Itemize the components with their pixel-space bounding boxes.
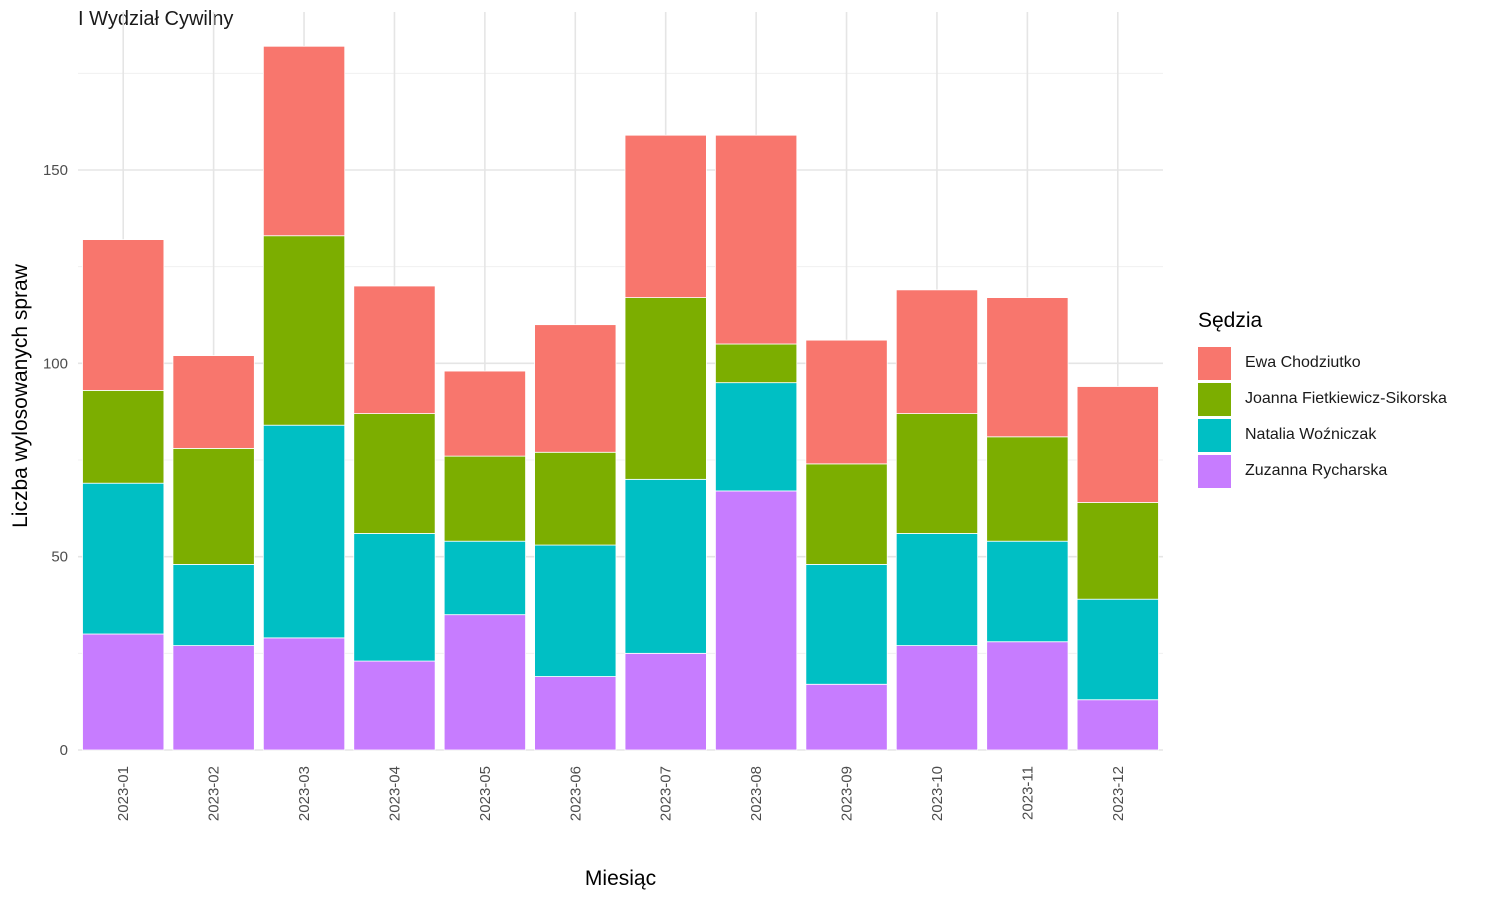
x-axis-ticks: 2023-01 2023-02 2023-03 2023-04 2023-05 2023-…	[115, 766, 1127, 821]
bar-segment	[443, 614, 526, 751]
bar-segment	[82, 389, 165, 484]
bar-segment	[262, 424, 346, 639]
chart-subtitle: I Wydział Cywilny	[78, 8, 234, 30]
bar-segment	[1076, 598, 1159, 701]
legend-item: Joanna Fietkiewicz-Sikorska	[1198, 381, 1447, 417]
x-tick-label: 2023-01	[115, 766, 132, 821]
bar-segment	[624, 134, 707, 298]
x-tick-label: 2023-05	[477, 766, 494, 821]
legend-label: Zuzanna Rycharska	[1245, 462, 1388, 479]
bar-segment	[986, 297, 1069, 438]
bar-segment	[353, 413, 436, 534]
x-tick-label: 2023-04	[386, 766, 403, 821]
bar-segment	[895, 645, 979, 751]
y-tick-label: 100	[43, 355, 68, 372]
x-tick-label: 2023-02	[206, 766, 223, 821]
legend-title: Sędzia	[1198, 309, 1263, 332]
bar-segment	[82, 633, 165, 751]
bar-segment	[534, 451, 617, 546]
legend-item: Ewa Chodziutko	[1198, 345, 1447, 381]
bar-segment	[715, 134, 798, 345]
bar-segment	[624, 478, 707, 654]
bar-segment	[534, 676, 617, 751]
bar-segment	[353, 533, 436, 662]
bar-segment	[534, 324, 617, 453]
legend-key	[1198, 346, 1231, 380]
bar-segment	[805, 564, 888, 685]
bar-segment	[986, 540, 1069, 643]
y-axis-ticks: 0 50 100 150	[43, 162, 68, 759]
x-axis-title: Miesiąc	[585, 867, 656, 890]
bar-segment	[1076, 699, 1159, 751]
legend-item: Zuzanna Rycharska	[1198, 453, 1447, 489]
bar-segment	[172, 564, 255, 647]
bar-segment	[443, 370, 526, 457]
x-tick-label: 2023-09	[839, 766, 856, 821]
bar-segment	[82, 482, 165, 635]
bar-segment	[986, 641, 1069, 751]
bar-segment	[715, 382, 798, 492]
y-tick-label: 50	[51, 549, 68, 566]
bar-segment	[353, 660, 436, 751]
bar-segment	[172, 355, 255, 449]
bar-segment	[1076, 386, 1159, 503]
legend-label: Ewa Chodziutko	[1245, 354, 1361, 371]
y-axis-title: Liczba wylosowanych spraw	[9, 263, 32, 528]
bar-segment	[805, 339, 888, 465]
bar-segment	[715, 343, 798, 384]
bar-segment	[805, 683, 888, 751]
y-tick-label: 0	[60, 742, 68, 759]
x-tick-label: 2023-10	[929, 766, 946, 821]
bar-segment	[262, 45, 346, 237]
legend-label: Joanna Fietkiewicz-Sikorska	[1245, 390, 1447, 407]
bar-segment	[262, 637, 346, 751]
bar-segment	[624, 297, 707, 480]
x-tick-label: 2023-08	[748, 766, 765, 821]
bar-segment	[262, 235, 346, 426]
bar-segment	[895, 413, 979, 534]
legend-label: Natalia Woźniczak	[1245, 426, 1377, 443]
x-tick-label: 2023-11	[1019, 766, 1036, 820]
bar-segment	[353, 285, 436, 414]
legend-key	[1198, 418, 1231, 452]
bars	[82, 45, 1159, 751]
bar-segment	[1076, 502, 1159, 600]
bar-segment	[172, 447, 255, 565]
bar-segment	[805, 463, 888, 565]
y-tick-label: 150	[43, 162, 68, 179]
legend-key	[1198, 454, 1231, 488]
legend-item: Natalia Woźniczak	[1198, 417, 1447, 453]
bar-segment	[895, 289, 979, 414]
bar-segment	[172, 645, 255, 751]
bar-segment	[443, 455, 526, 542]
bar-segment	[443, 540, 526, 616]
bar-segment	[895, 533, 979, 647]
bar-segment	[986, 436, 1069, 542]
bar-segment	[82, 239, 165, 391]
x-tick-label: 2023-03	[296, 766, 313, 821]
bar-segment	[534, 544, 617, 677]
x-tick-label: 2023-12	[1110, 766, 1127, 821]
bar-segment	[715, 490, 798, 751]
x-tick-label: 2023-06	[567, 766, 584, 821]
legend: Sędzia Ewa Chodziutko Joanna Fietkiewicz…	[1198, 309, 1447, 489]
x-tick-label: 2023-07	[658, 766, 675, 821]
bar-segment	[624, 652, 707, 751]
legend-key	[1198, 382, 1231, 416]
